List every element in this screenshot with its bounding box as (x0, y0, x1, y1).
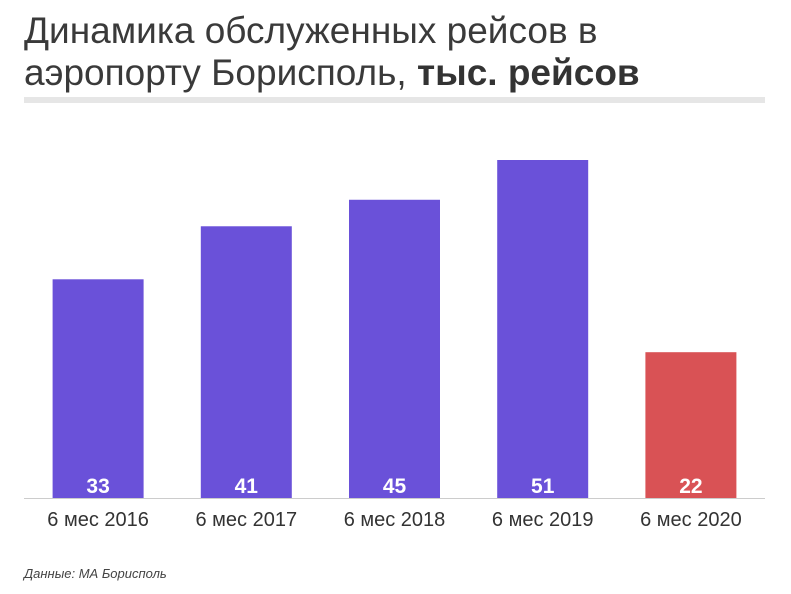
x-tick-label-1: 6 мес 2016 (47, 509, 149, 531)
bars-group (52, 160, 737, 498)
x-tick-label-4: 6 мес 2019 (492, 509, 594, 531)
bar-4 (497, 160, 589, 498)
bar-value-label-1: 33 (86, 475, 109, 498)
value-labels-group: 33 41 45 51 22 (86, 475, 702, 498)
bar-5 (645, 352, 737, 498)
chart-title-unit: тыс. рейсов (416, 52, 640, 93)
bar-value-label-4: 51 (531, 475, 555, 498)
source-note: Данные: МА Борисполь (24, 566, 167, 581)
x-tick-label-2: 6 мес 2017 (195, 509, 297, 531)
bar-value-label-2: 41 (235, 475, 259, 498)
chart-title: Динамика обслуженных рейсов в аэропорту … (24, 10, 764, 94)
bar-chart: 33 41 45 51 22 6 мес 2016 6 мес 2017 6 мес 201… (24, 160, 765, 531)
x-tick-label-3: 6 мес 2018 (344, 509, 446, 531)
bar-3 (349, 199, 440, 498)
bar-2 (200, 226, 292, 498)
bar-1 (52, 279, 144, 498)
chart-title-main: Динамика обслуженных рейсов в аэропорту … (24, 10, 598, 93)
x-tick-label-5: 6 мес 2020 (640, 509, 742, 531)
title-divider (24, 97, 765, 103)
x-tick-labels-group: 6 мес 2016 6 мес 2017 6 мес 2018 6 мес 2019… (47, 509, 741, 531)
bar-value-label-3: 45 (383, 475, 407, 498)
bar-value-label-5: 22 (679, 475, 702, 498)
